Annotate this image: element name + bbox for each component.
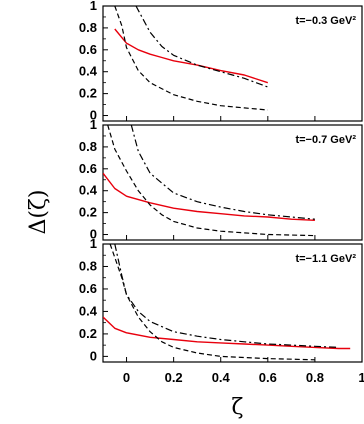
y-tick-label: 1 [90, 0, 97, 13]
y-tick-label: 0.4 [79, 64, 98, 79]
x-tick-label: 0.2 [165, 370, 183, 385]
series-dashdot-line [130, 125, 315, 220]
panel-frame [102, 243, 363, 363]
y-tick-label: 0.6 [79, 161, 97, 176]
panel-annotation: t=−0.3 GeV² [295, 15, 356, 27]
x-tick-label: 0.4 [212, 370, 231, 385]
panel-annotation: t=−1.1 GeV² [295, 253, 356, 265]
panel-3: 0 0.2 0.4 0.6 0.8 1 0 0.2 0.4 0.6 0.8 1 t=−1.1 GeV² ζ [79, 236, 364, 420]
y-tick-label: 0.8 [79, 258, 97, 273]
series-solid-line [114, 28, 269, 84]
panel-2: 0 0.2 0.4 0.6 0.8 1 t=−0.7 GeV² [79, 117, 363, 242]
series-solid-line [103, 316, 351, 350]
x-tick-label: 1 [358, 370, 364, 385]
panels: 0 0.2 0.4 0.6 0.8 1 t=−0.3 GeV² 0 0.2 0.4 0.6 0.8 1 t… [79, 0, 364, 420]
panel-1: 0 0.2 0.4 0.6 0.8 1 t=−0.3 GeV² [79, 0, 363, 123]
panel-frame [102, 5, 363, 122]
y-tick-label: 0.2 [79, 205, 97, 220]
y-tick-label: 0.6 [79, 42, 97, 57]
y-tick-label: 1 [90, 117, 97, 132]
panel-annotation: t=−0.7 GeV² [295, 134, 356, 146]
x-tick-label: 0.8 [306, 370, 324, 385]
y-tick-label: 0 [90, 108, 97, 123]
panel-frame [102, 124, 363, 241]
x-tick-label: 0.6 [259, 370, 277, 385]
y-tick-label: 0 [90, 227, 97, 242]
y-tick-label: 0.8 [79, 139, 97, 154]
y-axis-label: Δ(ζ) [26, 190, 51, 235]
y-tick-label: 0 [90, 348, 97, 363]
series-dashed-line [107, 125, 315, 237]
series-dashdot-line [114, 244, 339, 348]
series-dashdot-line [135, 6, 269, 88]
x-axis-label: ζ [232, 395, 244, 420]
series-dashed-line [109, 244, 315, 361]
y-tick-label: 0.8 [79, 20, 97, 35]
y-tick-label: 0.2 [79, 326, 97, 341]
y-tick-label: 0.6 [79, 281, 97, 296]
y-tick-label: 0.4 [79, 183, 98, 198]
series-dashed-line [114, 6, 268, 111]
y-tick-label: 0.2 [79, 86, 97, 101]
series-solid-line [103, 172, 315, 221]
x-tick-label: 0 [123, 370, 130, 385]
y-tick-label: 0.4 [79, 303, 98, 318]
y-tick-label: 1 [90, 236, 97, 251]
